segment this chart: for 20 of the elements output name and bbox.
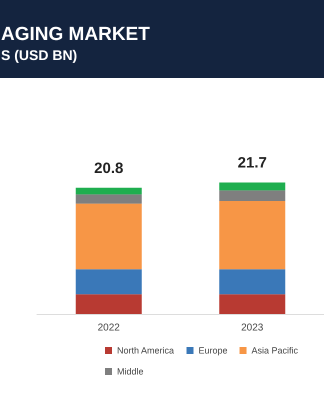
legend-label: Middle <box>117 366 144 376</box>
bar <box>219 269 286 294</box>
bar <box>76 269 142 294</box>
bar <box>76 294 142 314</box>
legend-label: Asia Pacific <box>252 346 299 356</box>
x-tick-label: 2023 <box>241 322 264 334</box>
bar <box>219 294 286 314</box>
annotation: 20.8 <box>94 160 124 177</box>
annotation: 21.7 <box>238 154 267 172</box>
bar <box>219 182 286 190</box>
bar <box>219 200 286 270</box>
bar <box>76 204 142 270</box>
chart-subtitle: S (USD BN) <box>1 47 78 63</box>
bar <box>219 190 286 201</box>
bar <box>76 194 142 204</box>
legend-label: Europe <box>198 346 228 356</box>
chart-title: AGING MARKET <box>1 24 150 45</box>
x-tick-label: 2022 <box>98 322 120 334</box>
bar <box>76 188 142 194</box>
legend-label: North America <box>117 346 174 356</box>
